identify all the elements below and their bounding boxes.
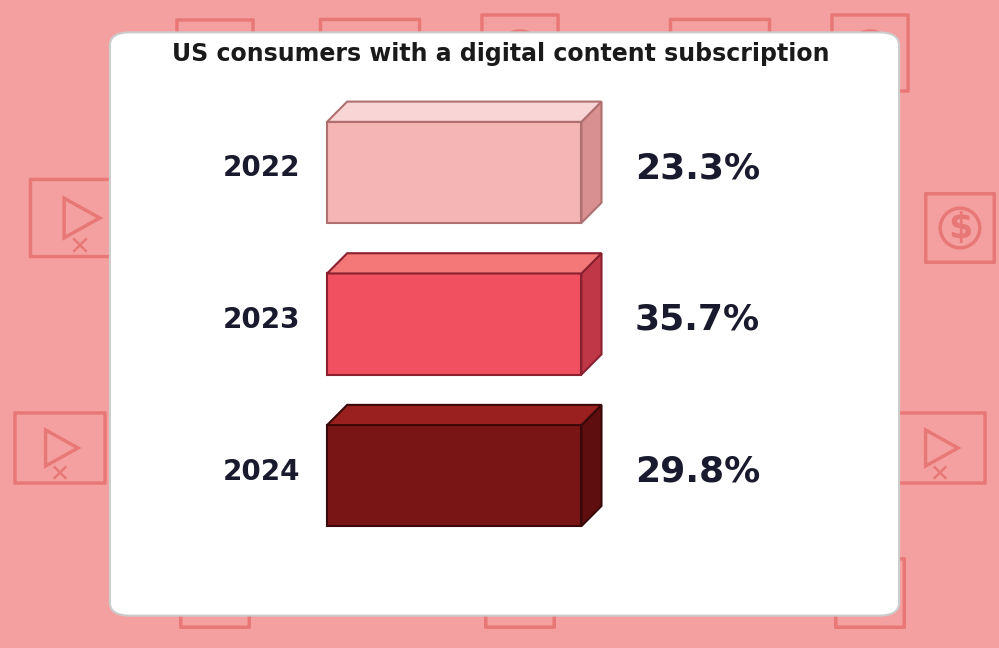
Text: $: $ <box>507 576 532 610</box>
Text: 35.7%: 35.7% <box>635 303 760 337</box>
Polygon shape <box>581 253 601 375</box>
Text: 29.8%: 29.8% <box>635 455 760 489</box>
Text: $: $ <box>858 576 882 610</box>
Polygon shape <box>327 425 581 526</box>
Text: US consumers with a digital content subscription: US consumers with a digital content subs… <box>173 42 830 66</box>
Text: $: $ <box>506 34 533 72</box>
Polygon shape <box>581 405 601 526</box>
Text: 2024: 2024 <box>223 457 301 485</box>
Polygon shape <box>327 122 581 223</box>
Text: 23.3%: 23.3% <box>635 152 760 185</box>
Text: $: $ <box>948 211 972 245</box>
Text: $: $ <box>856 34 883 72</box>
Polygon shape <box>327 102 601 122</box>
Text: 2023: 2023 <box>223 306 301 334</box>
Text: $: $ <box>203 576 227 610</box>
Polygon shape <box>581 102 601 223</box>
Polygon shape <box>327 253 601 273</box>
Polygon shape <box>327 405 601 425</box>
Polygon shape <box>327 273 581 375</box>
Text: 2022: 2022 <box>223 154 301 182</box>
Text: $: $ <box>202 39 229 77</box>
